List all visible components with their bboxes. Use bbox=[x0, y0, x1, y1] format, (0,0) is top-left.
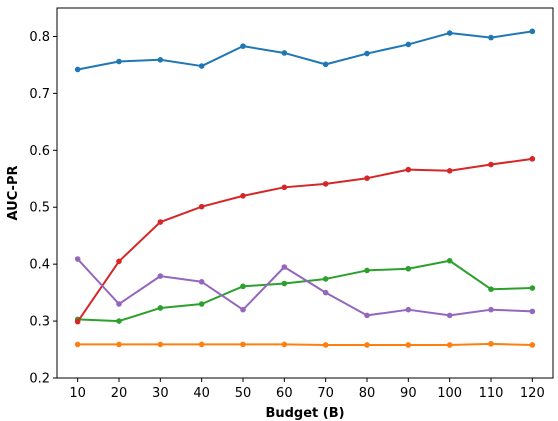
series-1-point bbox=[157, 57, 164, 63]
y-tick-label: 0.2 bbox=[29, 372, 50, 387]
y-tick-label: 0.7 bbox=[29, 87, 50, 102]
series-4-point bbox=[529, 156, 536, 162]
series-4-point bbox=[198, 203, 205, 210]
y-tick-label: 0.5 bbox=[29, 201, 50, 216]
series-1-point bbox=[116, 58, 122, 65]
series-1-line bbox=[76, 30, 534, 71]
series-2-point bbox=[198, 341, 205, 348]
y-axis-label: AUC-PR bbox=[6, 166, 21, 221]
series-1-point bbox=[405, 41, 412, 48]
x-tick-label: 70 bbox=[317, 386, 334, 401]
series-3-line bbox=[76, 259, 534, 323]
series-3-point bbox=[240, 283, 246, 290]
series-2-point bbox=[364, 342, 370, 348]
x-tick-label: 20 bbox=[111, 386, 128, 401]
y-tick-label: 0.6 bbox=[29, 144, 50, 159]
series-4-point bbox=[446, 168, 453, 174]
series-3-point bbox=[157, 305, 164, 311]
x-tick-label: 60 bbox=[276, 386, 293, 401]
series-1-point bbox=[240, 43, 246, 49]
series-2-point bbox=[488, 341, 494, 347]
x-tick-label: 50 bbox=[235, 386, 252, 401]
series-2-point bbox=[529, 342, 536, 348]
y-tick-label: 0.4 bbox=[29, 258, 50, 273]
series-1-point bbox=[446, 30, 453, 36]
series-3-point bbox=[529, 285, 536, 291]
series-3 bbox=[74, 257, 536, 324]
series-5 bbox=[74, 256, 536, 319]
series-5-point bbox=[529, 308, 536, 315]
series-2-point bbox=[322, 342, 329, 348]
series-1-point bbox=[488, 34, 494, 41]
x-axis-label: Budget (B) bbox=[265, 406, 344, 421]
series-1-point bbox=[281, 50, 288, 56]
plot-frame bbox=[56, 7, 554, 379]
x-tick-label: 100 bbox=[437, 386, 462, 401]
series-5-point bbox=[240, 306, 246, 313]
series-2-point bbox=[446, 342, 453, 348]
series-5-point bbox=[157, 273, 164, 279]
series-2-point bbox=[405, 342, 412, 348]
axes: 10 20 30 40 50 60 70 80 90 100 110 120 0.2 0.3 0.4 0.5 0… bbox=[29, 7, 554, 401]
series-4-point bbox=[364, 175, 370, 181]
series-1-point bbox=[322, 61, 329, 68]
x-tick-label: 10 bbox=[69, 386, 86, 401]
series-4-point bbox=[74, 318, 81, 325]
x-tick-label: 40 bbox=[193, 386, 210, 401]
series-4-point bbox=[322, 181, 329, 187]
series-2-point bbox=[281, 341, 288, 348]
series-4-line bbox=[76, 157, 534, 323]
series-3-point bbox=[446, 257, 453, 264]
x-tick-label: 90 bbox=[400, 386, 417, 401]
series-1-point bbox=[529, 28, 536, 35]
series-2-point bbox=[240, 341, 246, 348]
series-2-point bbox=[157, 341, 164, 348]
series-2 bbox=[74, 341, 536, 348]
plot-background bbox=[57, 8, 553, 378]
series-5-point bbox=[116, 301, 122, 307]
series-1-point bbox=[364, 50, 370, 57]
series-3-point bbox=[364, 267, 370, 274]
series-3-point bbox=[322, 276, 329, 282]
series-5-line bbox=[76, 258, 534, 317]
x-tick-label: 80 bbox=[359, 386, 376, 401]
series-2-point bbox=[116, 341, 122, 348]
series-5-point bbox=[322, 289, 329, 296]
series-2-point bbox=[74, 341, 81, 348]
series-5-point bbox=[281, 264, 288, 270]
y-tick-label: 0.3 bbox=[29, 315, 50, 330]
series-3-point bbox=[116, 318, 122, 324]
series-1 bbox=[74, 28, 536, 73]
series-5-point bbox=[488, 306, 494, 313]
series-4-point bbox=[281, 184, 288, 191]
series-3-point bbox=[281, 280, 288, 287]
series-2-line bbox=[76, 342, 534, 346]
x-tick-label: 120 bbox=[520, 386, 545, 401]
series-5-point bbox=[364, 312, 370, 319]
series-1-point bbox=[74, 66, 81, 73]
series-4-point bbox=[405, 166, 412, 173]
x-tick-label: 30 bbox=[152, 386, 169, 401]
series-layer bbox=[74, 28, 536, 348]
series-4-point bbox=[240, 193, 246, 199]
series-4-point bbox=[488, 161, 494, 168]
series-4-point bbox=[116, 258, 122, 265]
y-tick-label: 0.8 bbox=[29, 30, 50, 45]
series-5-point bbox=[405, 306, 412, 313]
series-4 bbox=[74, 156, 536, 325]
series-3-point bbox=[198, 301, 205, 307]
x-tick-label: 110 bbox=[479, 386, 504, 401]
series-3-point bbox=[488, 286, 494, 293]
series-5-point bbox=[198, 279, 205, 285]
series-5-point bbox=[74, 256, 81, 262]
series-1-point bbox=[198, 63, 205, 69]
series-5-point bbox=[446, 312, 453, 319]
plot-area bbox=[57, 8, 553, 378]
series-4-point bbox=[157, 219, 164, 225]
series-3-point bbox=[405, 265, 412, 272]
